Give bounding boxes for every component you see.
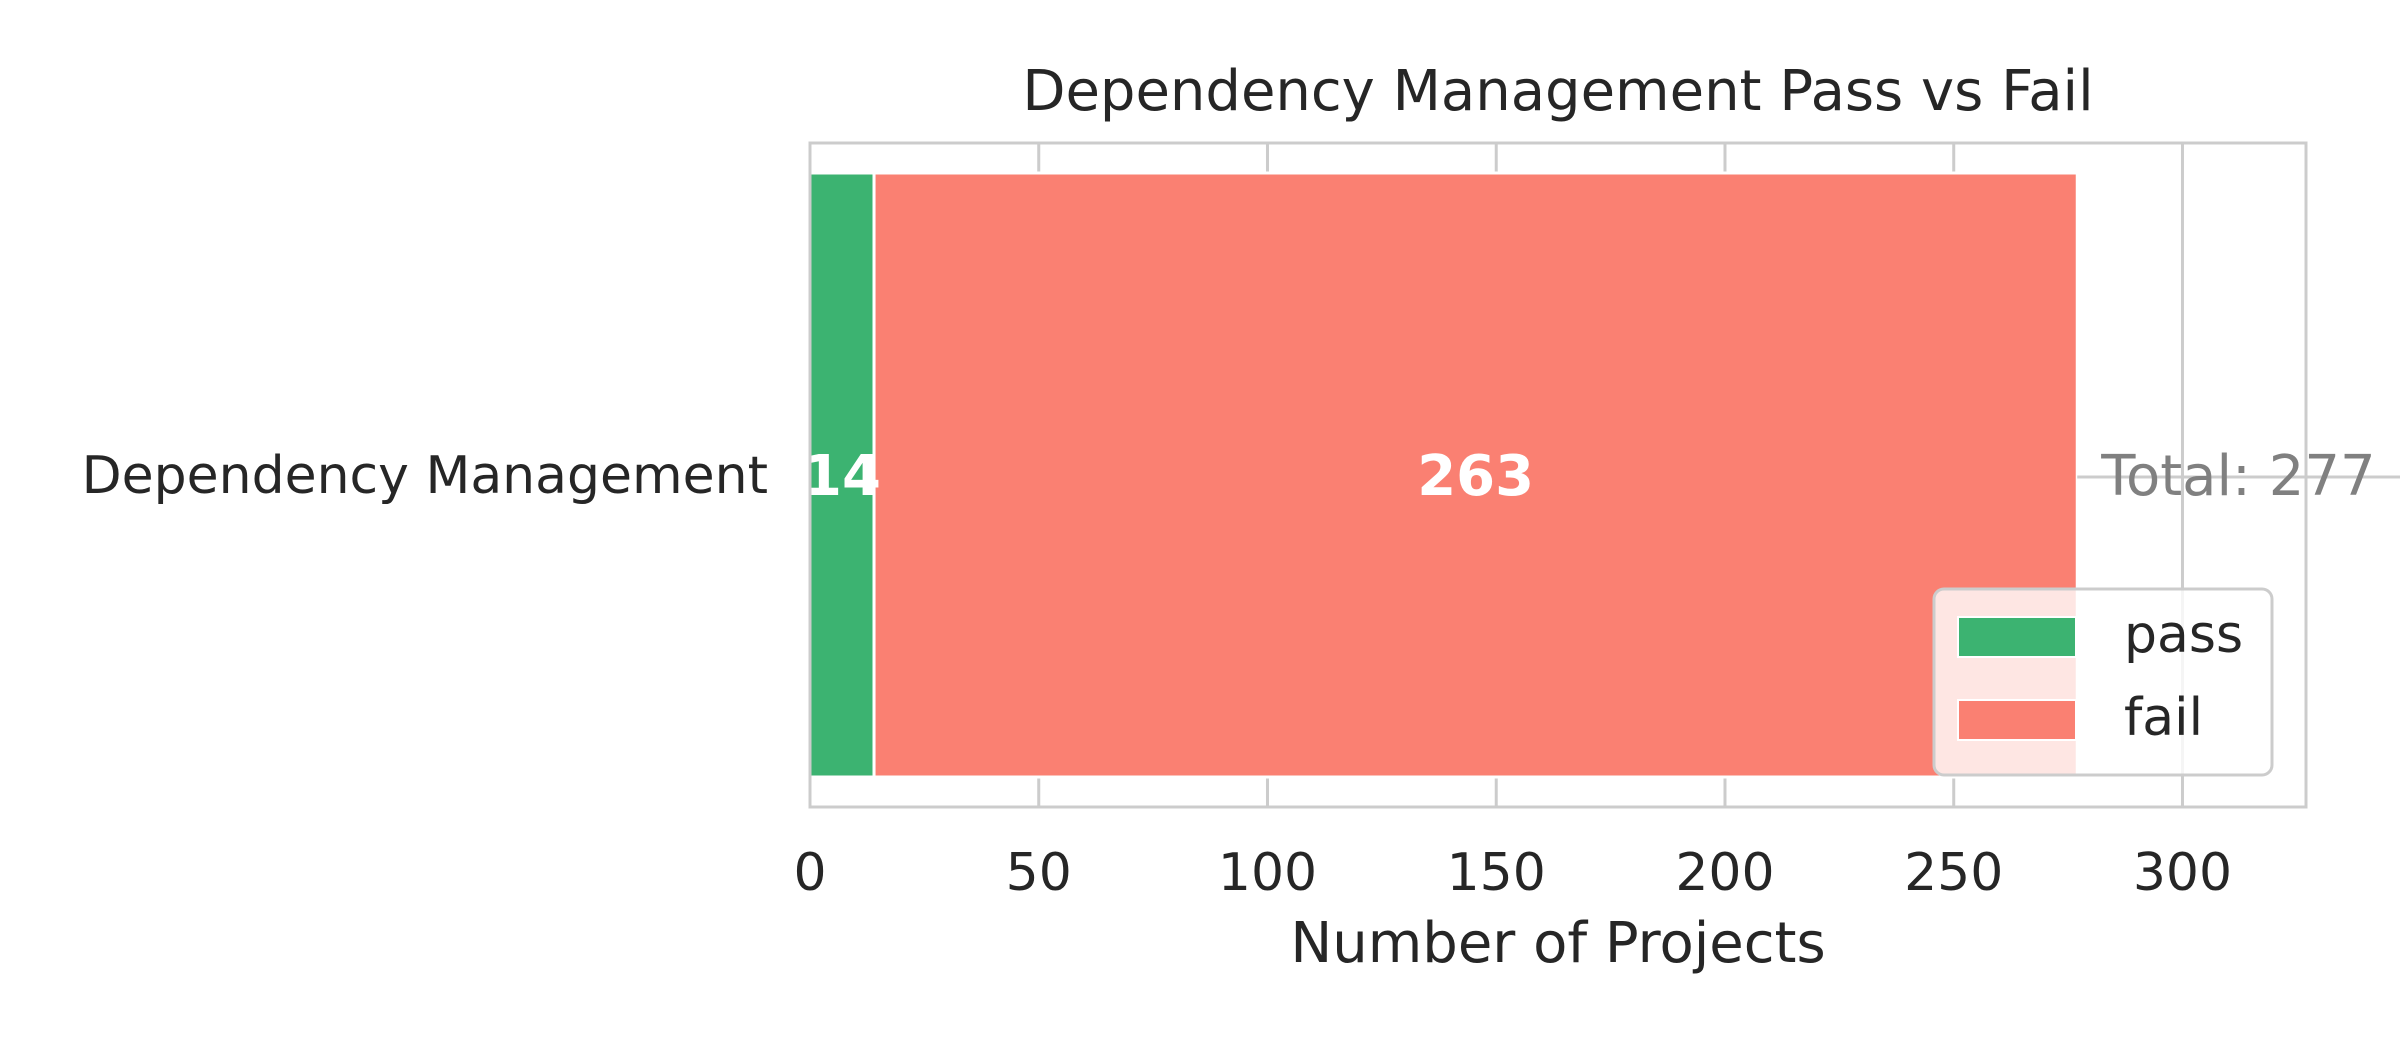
x-tick-label: 50 bbox=[1006, 843, 1072, 903]
x-tick-label: 100 bbox=[1218, 843, 1317, 903]
total-label: Total: 277 bbox=[2100, 444, 2375, 509]
legend-label-fail: fail bbox=[2124, 688, 2203, 748]
x-tick-labels: 0 50 100 150 200 250 300 bbox=[793, 843, 2232, 903]
data-labels: 14 263 bbox=[803, 444, 1534, 509]
legend-swatch-pass bbox=[1957, 616, 2077, 658]
y-tick-labels: Dependency Management bbox=[82, 446, 768, 506]
x-tick-label: 250 bbox=[1904, 843, 2003, 903]
legend-label-pass: pass bbox=[2124, 605, 2243, 665]
legend: pass fail bbox=[1932, 587, 2274, 777]
y-tick-label: Dependency Management bbox=[82, 446, 768, 506]
data-label-pass: 14 bbox=[803, 444, 881, 509]
x-tick-label: 150 bbox=[1447, 843, 1546, 903]
legend-swatch-fail bbox=[1957, 699, 2077, 741]
chart-title: Dependency Management Pass vs Fail bbox=[1022, 59, 2093, 124]
total-annotation: Total: 277 bbox=[2077, 444, 2400, 509]
x-tick-label: 200 bbox=[1675, 843, 1774, 903]
plot-frame bbox=[808, 141, 2308, 809]
x-axis-label: Number of Projects bbox=[1290, 911, 1825, 976]
bar-fail bbox=[872, 171, 2079, 779]
x-tick-label: 0 bbox=[793, 843, 826, 903]
bars bbox=[808, 171, 2079, 779]
data-label-fail: 263 bbox=[1417, 444, 1534, 509]
x-tick-label: 300 bbox=[2133, 843, 2232, 903]
